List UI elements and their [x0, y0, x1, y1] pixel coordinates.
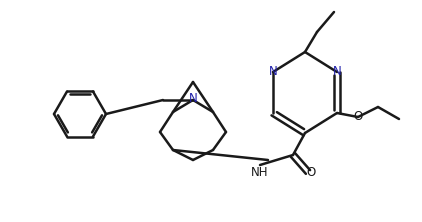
- Text: O: O: [353, 109, 362, 123]
- Text: N: N: [189, 91, 197, 105]
- Text: N: N: [333, 65, 341, 77]
- Text: N: N: [269, 65, 277, 77]
- Text: O: O: [306, 165, 316, 178]
- Text: NH: NH: [251, 165, 269, 178]
